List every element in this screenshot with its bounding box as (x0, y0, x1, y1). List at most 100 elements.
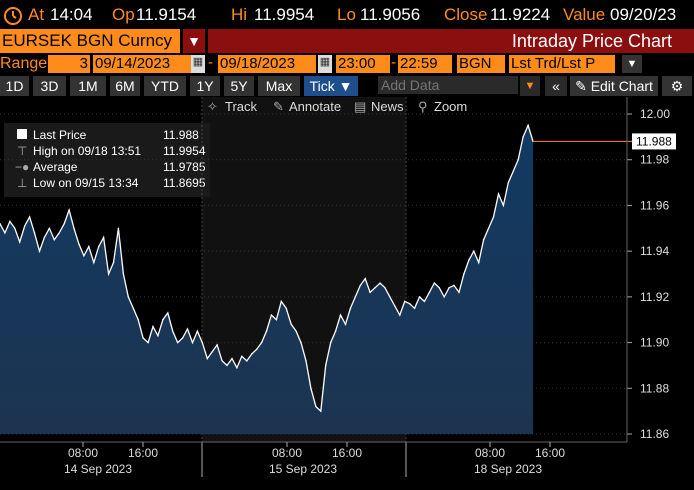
price-point (433, 282, 435, 284)
price-point (4, 232, 6, 234)
period-1m[interactable]: 1M (70, 76, 106, 96)
start-date-field[interactable]: 09/14/2023 (93, 55, 191, 73)
y-tick-label: 11.94 (640, 244, 669, 258)
y-axis: 12.00 11.98 11.96 11.94 11.92 11.90 11.88 11.86… (626, 97, 676, 442)
mode-field[interactable]: Lst Trd/Lst P (509, 55, 615, 73)
open-label: Op (112, 5, 135, 24)
price-point (408, 303, 411, 305)
price-point (325, 364, 327, 367)
price-point (19, 241, 21, 243)
price-point (73, 227, 75, 229)
security-dropdown-icon[interactable]: ▼ (183, 29, 205, 53)
price-point (423, 300, 426, 303)
security-field[interactable]: EURSEK BGN Curncy (0, 29, 180, 53)
period-1d[interactable]: 1D (0, 76, 29, 96)
x-day-label: 14 Sep 2023 (64, 462, 132, 476)
news-button[interactable]: News (371, 99, 404, 114)
price-point (186, 328, 189, 330)
price-point (265, 330, 268, 332)
legend-high-label: High on 09/18 13:51 (33, 144, 141, 158)
zoom-icon: ⚲ (418, 99, 428, 114)
price-point (177, 341, 179, 344)
price-point (38, 250, 41, 252)
price-point (468, 259, 470, 261)
collapse-icon[interactable]: « (545, 76, 567, 96)
price-point (507, 181, 509, 184)
security-bar: EURSEK BGN Curncy ▼ Intraday Price Chart (0, 29, 694, 53)
price-point (98, 245, 100, 248)
tick-dropdown[interactable]: Tick ▼ (304, 76, 358, 96)
end-time-field[interactable]: 22:59 (398, 55, 452, 73)
calendar-end-icon[interactable]: ▦ (318, 55, 332, 73)
annotate-button[interactable]: Annotate (289, 99, 341, 114)
price-point (275, 319, 278, 321)
price-point (48, 227, 51, 229)
legend-average-label: Average (33, 160, 78, 174)
price-point (374, 287, 376, 289)
settings-gear-icon[interactable]: ⚙ (662, 76, 692, 96)
period-6m[interactable]: 6M (110, 76, 140, 96)
price-point (478, 261, 480, 264)
price-point (394, 305, 396, 307)
price-point (290, 323, 292, 325)
value-date: 09/20/23 (610, 5, 677, 24)
track-button[interactable]: Track (225, 99, 258, 114)
x-time-label: 16:00 (535, 446, 565, 460)
period-1y[interactable]: 1Y (190, 76, 220, 96)
y-tick-label: 11.96 (640, 198, 669, 212)
pencil-icon: ✎ (575, 78, 587, 94)
range-bar: Range 3 09/14/2023 ▦ - 09/18/2023 ▦ 23:0… (0, 53, 694, 75)
price-point (93, 261, 95, 264)
legend-last-value: 11.988 (163, 128, 199, 142)
edit-chart-button[interactable]: ✎ Edit Chart (570, 76, 658, 96)
alarm-icon[interactable] (3, 5, 23, 28)
period-max[interactable]: Max (258, 76, 300, 96)
period-5y[interactable]: 5Y (224, 76, 254, 96)
zoom-button[interactable]: Zoom (434, 99, 467, 114)
chart-legend: Last Price 11.988 ⊤ High on 09/18 13:51 … (4, 123, 210, 197)
price-point (280, 300, 282, 303)
price-point (399, 314, 401, 316)
end-date-field[interactable]: 09/18/2023 (218, 55, 316, 73)
price-point (453, 284, 455, 287)
source-field[interactable]: BGN (457, 55, 505, 73)
price-point (330, 341, 332, 344)
x-time-label: 08:00 (272, 446, 302, 460)
price-point (255, 348, 258, 351)
price-point (344, 323, 347, 325)
period-ytd[interactable]: YTD (144, 76, 186, 96)
period-3d[interactable]: 3D (33, 76, 66, 96)
start-time-field[interactable]: 23:00 (336, 55, 390, 73)
calendar-start-icon[interactable]: ▦ (191, 55, 205, 73)
price-point (270, 314, 273, 316)
price-point (142, 337, 144, 339)
x-day-label: 18 Sep 2023 (474, 462, 542, 476)
price-point (492, 216, 495, 218)
price-point (413, 307, 416, 309)
price-point (473, 250, 475, 252)
price-point (28, 216, 31, 218)
legend-high-value: 11.9954 (163, 144, 206, 158)
price-point (285, 307, 287, 309)
price-point (295, 330, 297, 332)
quote-header: At 14:04 Op 11.9154 Hi 11.9954 Lo 11.905… (0, 0, 694, 29)
price-point (137, 319, 139, 321)
price-point (502, 204, 505, 207)
y-tick-label: 11.88 (640, 381, 669, 395)
close-label: Close (444, 5, 488, 24)
intraday-price-chart[interactable]: ✧ Track ✎ Annotate ▤ News ⚲ Zoom Last Pr… (0, 97, 694, 490)
price-point (24, 225, 26, 227)
price-point (231, 357, 233, 360)
price-point (112, 261, 115, 264)
add-data-input[interactable] (378, 76, 518, 94)
price-point (221, 360, 223, 362)
mode-dropdown-icon[interactable]: ▼ (622, 55, 642, 73)
period-toolbar: 1D 3D 1M 6M YTD 1Y 5Y Max Tick ▼ ▼ « ✎ E… (0, 75, 694, 97)
close-value: 11.9224 (490, 5, 551, 24)
add-data-dropdown-icon[interactable]: ▼ (520, 76, 540, 96)
period-count-field[interactable]: 3 (48, 55, 90, 73)
price-point (241, 355, 243, 357)
x-time-label: 08:00 (68, 446, 98, 460)
price-point (107, 273, 110, 275)
price-point (497, 193, 500, 195)
